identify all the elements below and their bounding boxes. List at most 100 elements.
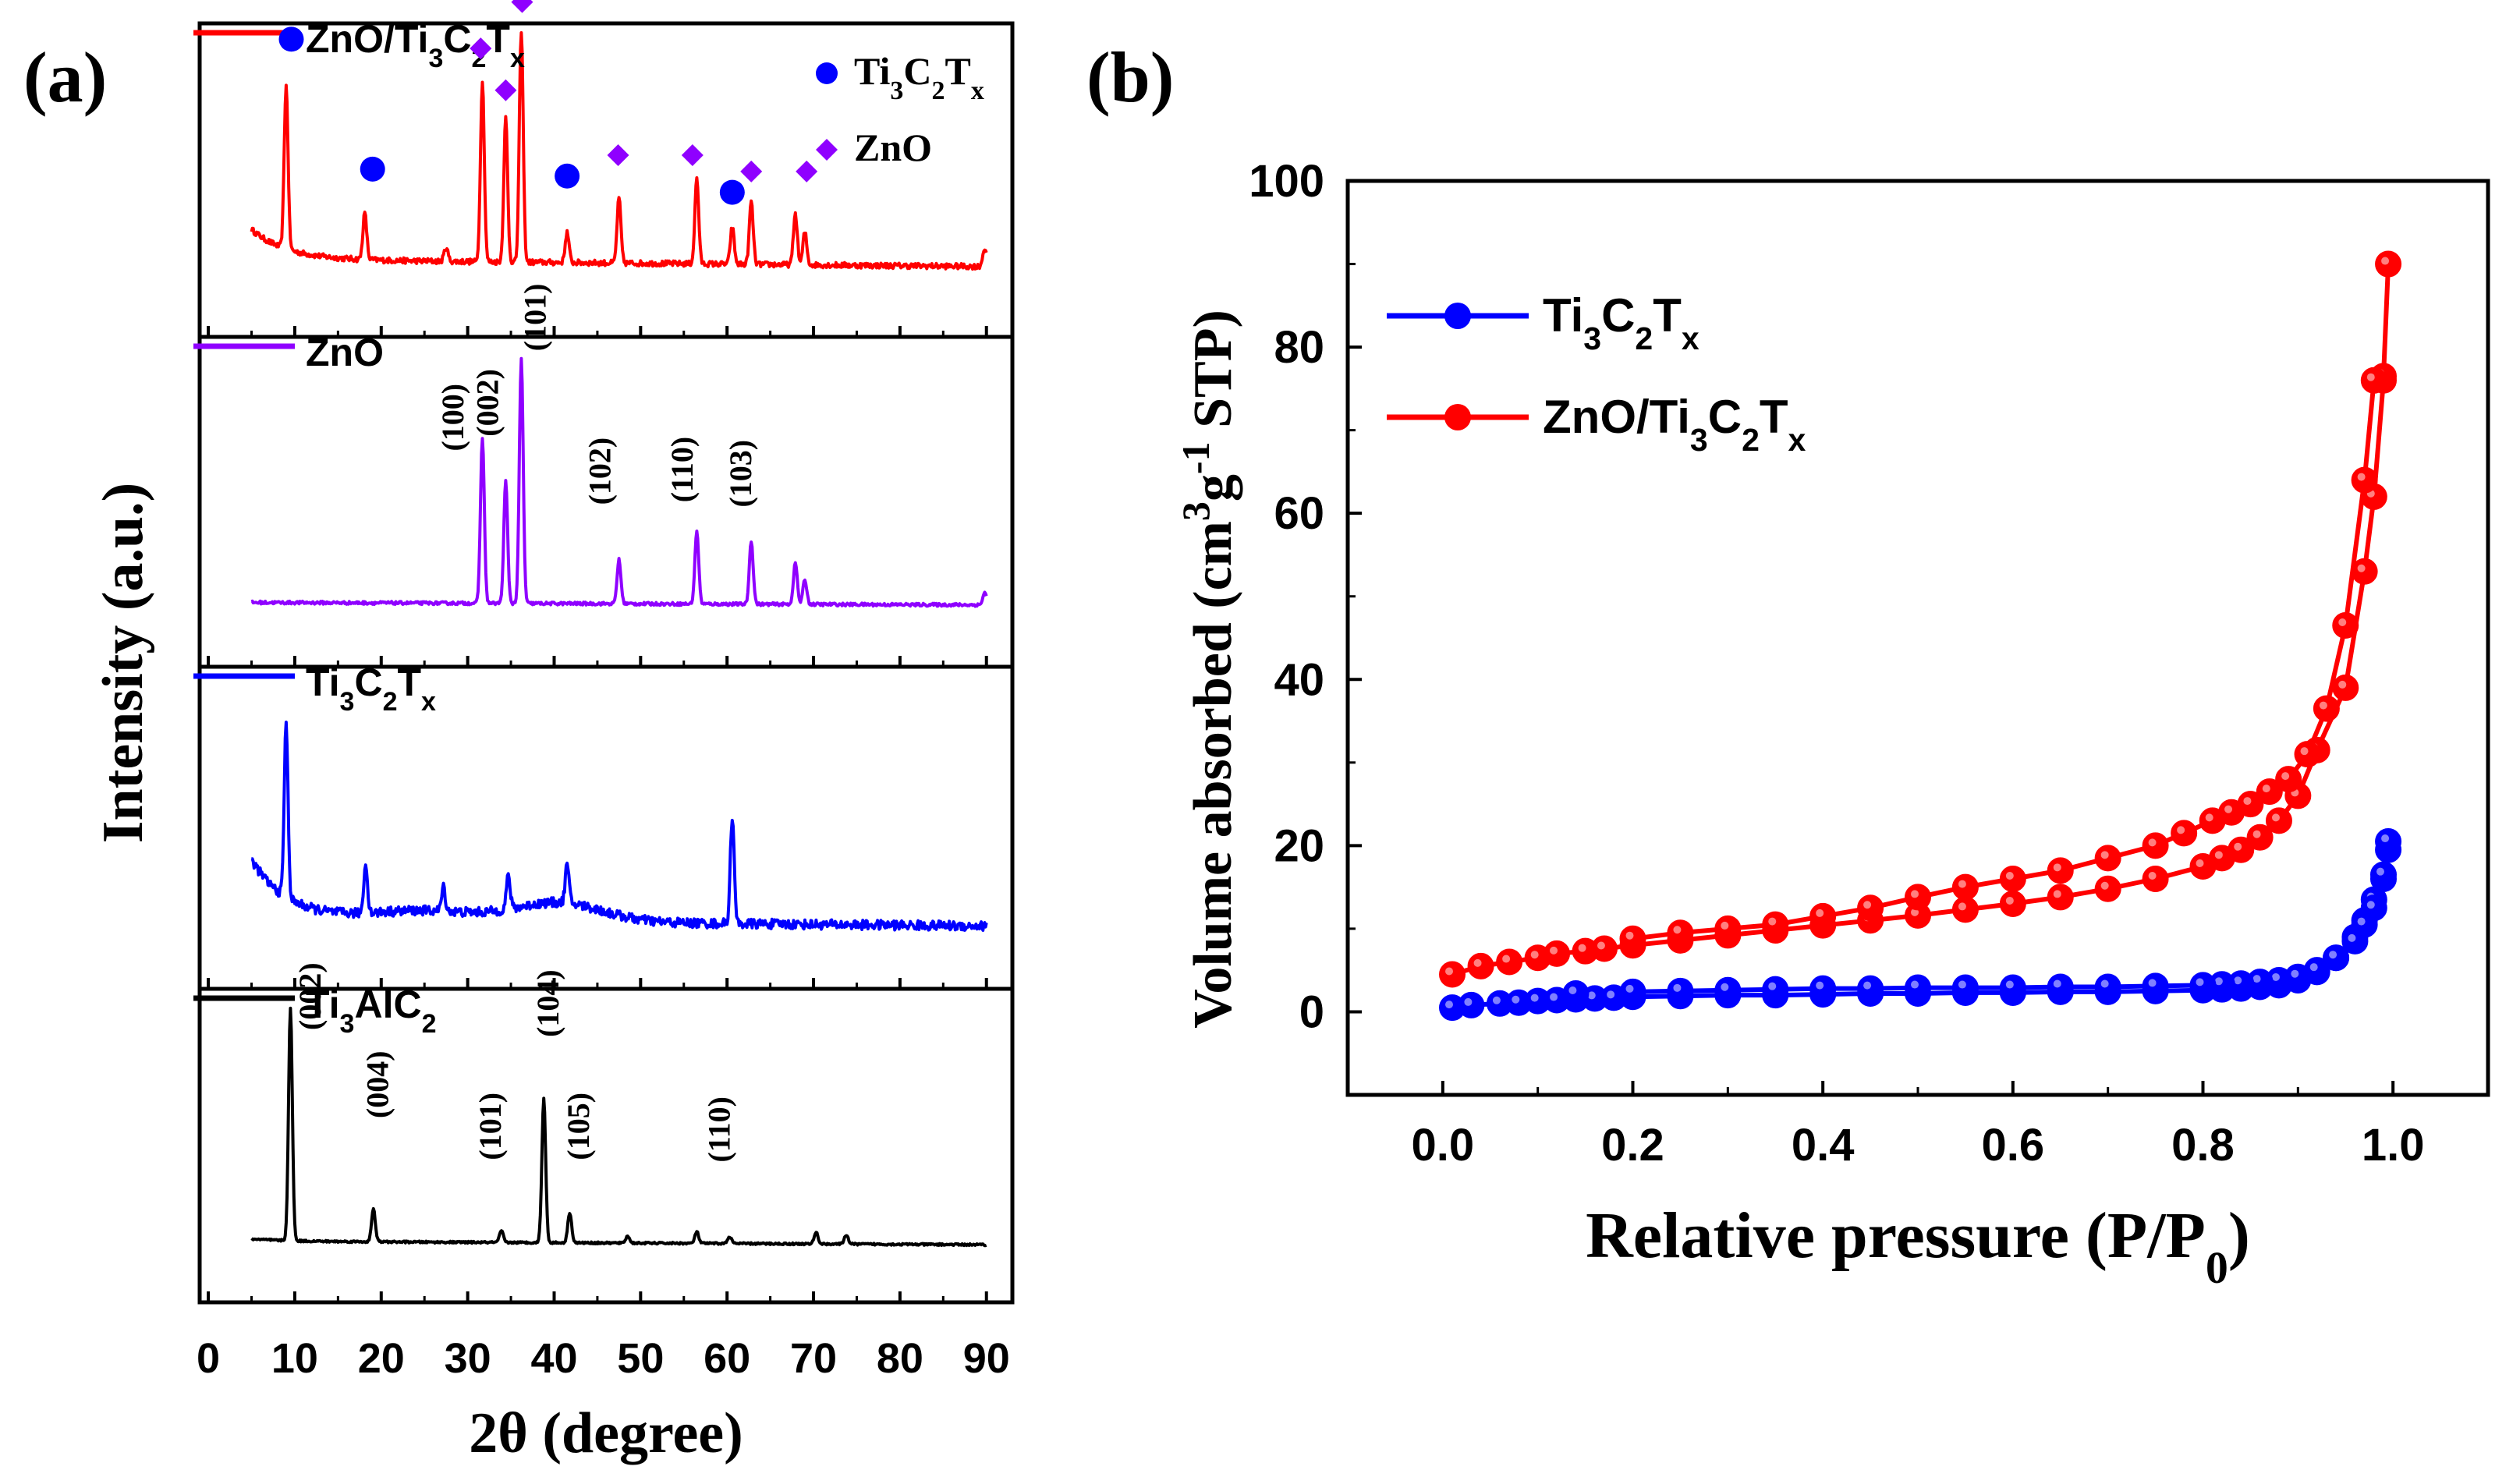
xrd-curve-Ti3AlC2 — [250, 1006, 987, 1248]
y-tick-label: 0 — [1299, 986, 1324, 1037]
point-highlight — [2148, 871, 2157, 880]
point-highlight — [1530, 951, 1539, 959]
hkl-label: (002) — [470, 369, 505, 437]
isotherm-point — [1762, 976, 1789, 1003]
point-highlight — [1502, 955, 1511, 963]
zno-marker — [494, 79, 517, 101]
isotherm-point — [2094, 973, 2121, 1001]
point-highlight — [2053, 863, 2061, 872]
y-tick-label: 60 — [1274, 488, 1324, 539]
point-highlight — [1911, 890, 1919, 898]
point-highlight — [2291, 969, 2299, 978]
point-highlight — [1625, 984, 1634, 993]
legend-marker — [1444, 303, 1471, 329]
isotherm-point — [2047, 857, 2074, 884]
isotherm-point — [1762, 911, 1789, 938]
point-highlight — [1578, 944, 1586, 952]
isotherm-point — [1809, 902, 1837, 930]
hkl-label: (110) — [702, 1096, 737, 1162]
point-highlight — [2366, 901, 2375, 909]
x-tick-label: 0.6 — [1982, 1120, 2045, 1171]
legend-label: ZnO/Ti3C2Tx — [1543, 391, 1806, 458]
point-highlight — [2338, 680, 2347, 689]
point-highlight — [2224, 805, 2233, 813]
x-tick-label: 20 — [358, 1335, 405, 1382]
point-highlight — [2262, 785, 2270, 793]
point-highlight — [2338, 618, 2347, 627]
x-tick-label: 1.0 — [2362, 1120, 2425, 1171]
hkl-label: (002) — [292, 962, 328, 1030]
panel-a-frames — [197, 21, 1015, 1305]
x-tick-label: 10 — [271, 1335, 318, 1382]
point-highlight — [1512, 995, 1520, 1004]
y-axis-label: Intensity (a.u.) — [91, 483, 155, 844]
point-highlight — [1721, 921, 1729, 930]
isotherm-point — [2142, 865, 2169, 892]
point-highlight — [2005, 980, 2014, 989]
point-highlight — [1445, 967, 1454, 976]
hkl-label: (105) — [561, 1093, 596, 1160]
isotherm-point — [1619, 978, 1646, 1005]
legend-diamond-marker — [816, 139, 838, 161]
point-highlight — [1473, 958, 1482, 967]
point-highlight — [1816, 981, 1824, 990]
isotherm-point — [2375, 250, 2402, 278]
zno-marker — [681, 144, 704, 167]
panel-b-axes: 0.0 0.2 0.4 0.6 0.8 1.0 0 20 40 60 80 100 Relative p… — [1174, 156, 2490, 1293]
panel-label-b: (b) — [1086, 37, 1174, 117]
point-highlight — [2005, 896, 2014, 905]
point-highlight — [1568, 986, 1577, 995]
point-highlight — [2357, 473, 2366, 481]
zno-marker — [511, 0, 533, 13]
point-highlight — [2271, 972, 2280, 981]
panel-a-frame-2 — [197, 664, 1015, 991]
series-label: Ti3C2Tx — [306, 661, 436, 717]
point-highlight — [1768, 917, 1777, 926]
panel-a-frame-3 — [197, 986, 1015, 1305]
isotherm-point — [1458, 991, 1485, 1018]
isotherm-point — [1905, 974, 1931, 1001]
point-highlight — [2214, 977, 2223, 986]
point-highlight — [2214, 851, 2223, 859]
xrd-curve-Ti3C2Tx — [250, 721, 988, 932]
point-highlight — [2381, 834, 2390, 843]
series-label: ZnO — [306, 331, 384, 374]
isotherm-point — [1562, 980, 1590, 1008]
point-highlight — [2243, 797, 2252, 806]
point-highlight — [2148, 838, 2157, 847]
x-tick-label: 60 — [704, 1335, 750, 1382]
point-highlight — [2357, 917, 2366, 926]
ti3c2tx-marker — [278, 27, 304, 52]
hkl-label: (100) — [435, 384, 470, 452]
x-tick-label: 70 — [790, 1335, 837, 1382]
zno-marker — [470, 37, 492, 60]
hkl-label: (101) — [517, 284, 552, 352]
isotherm-point — [2094, 875, 2121, 902]
x-tick-label: 40 — [530, 1335, 577, 1382]
point-highlight — [2376, 867, 2384, 876]
x-tick-label: 30 — [445, 1335, 491, 1382]
isotherm-point — [1857, 975, 1884, 1002]
isotherm-point — [2313, 695, 2340, 722]
isotherm-point — [2256, 778, 2283, 806]
panel-label-a: (a) — [23, 37, 107, 117]
y-axis-label: Volume absorbed (cm3g-1 STP) — [1174, 310, 1243, 1029]
x-tick-label: 0.2 — [1601, 1120, 1664, 1171]
ti3c2tx-marker — [719, 179, 745, 205]
hkl-label: (103) — [723, 440, 758, 508]
point-highlight — [1863, 901, 1872, 909]
isotherm-point — [2332, 612, 2359, 639]
y-tick-label: 80 — [1274, 322, 1324, 373]
x-tick-label: 50 — [617, 1335, 664, 1382]
isotherm-point — [1951, 974, 1979, 1001]
point-highlight — [1911, 908, 1919, 916]
point-highlight — [1597, 941, 1605, 950]
isotherm-point — [1544, 940, 1571, 967]
point-highlight — [1768, 982, 1777, 990]
xrd-curve-ZnO/Ti3C2Tx — [250, 31, 988, 271]
x-tick-label: 0 — [197, 1335, 220, 1382]
zno-marker — [740, 160, 763, 182]
ti3c2tx-marker — [360, 156, 385, 182]
